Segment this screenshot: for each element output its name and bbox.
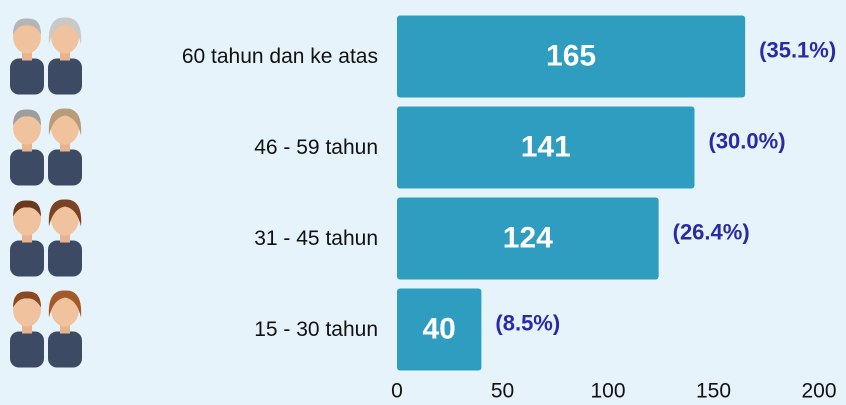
person-body <box>48 150 82 186</box>
x-tick-label: 50 <box>491 380 514 403</box>
person-body <box>10 59 44 95</box>
x-tick-label: 100 <box>590 380 625 403</box>
person-body <box>48 59 82 95</box>
share-label: (30.0%) <box>709 128 786 153</box>
person-icon <box>10 108 82 185</box>
category-label: 60 tahun dan ke atas <box>182 45 378 68</box>
person-body <box>48 332 82 368</box>
person-body <box>10 241 44 277</box>
x-tick-label: 0 <box>391 380 403 403</box>
person-body <box>10 332 44 368</box>
person-body <box>10 150 44 186</box>
chart: 0 50 100 150 200 60 tahun dan ke atas 165 (35.1… <box>0 0 846 405</box>
value-label: 141 <box>521 130 571 163</box>
value-label: 40 <box>423 312 456 345</box>
share-label: (35.1%) <box>759 37 836 62</box>
category-label: 46 - 59 tahun <box>254 136 378 159</box>
x-tick-label: 200 <box>801 380 836 403</box>
value-label: 165 <box>546 39 596 72</box>
person-icon <box>10 290 82 367</box>
x-tick-label: 150 <box>696 380 731 403</box>
person-icon <box>10 199 82 276</box>
person-icon <box>10 17 82 94</box>
share-label: (8.5%) <box>495 310 560 335</box>
share-label: (26.4%) <box>673 219 750 244</box>
value-label: 124 <box>503 221 553 254</box>
category-label: 31 - 45 tahun <box>254 227 378 250</box>
category-label: 15 - 30 tahun <box>254 318 378 341</box>
person-body <box>48 241 82 277</box>
page: {"chart_data": {"type": "bar", "orientat… <box>0 0 846 405</box>
